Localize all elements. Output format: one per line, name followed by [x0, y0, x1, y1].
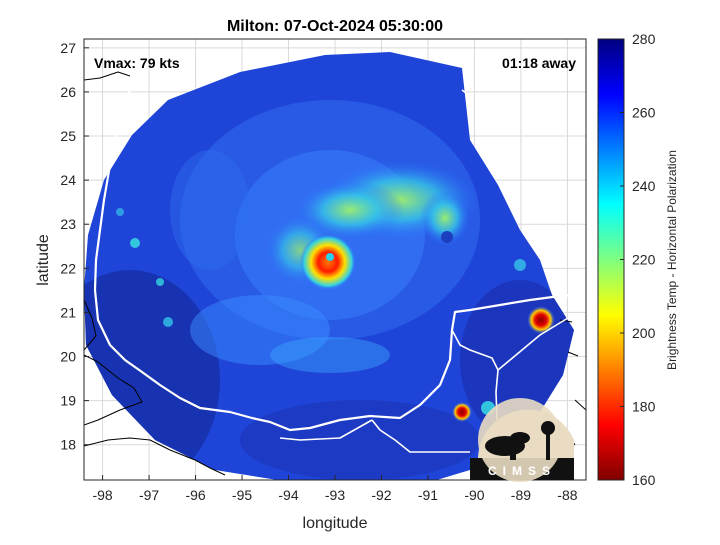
- colorbar-ticks: 160 180 200 220 240 260 280: [620, 31, 656, 488]
- x-tick-label: -96: [185, 487, 205, 503]
- x-axis: -98 -97 -96 -95 -94 -93 -92 -91 -90 -89 -88: [92, 475, 578, 503]
- y-tick-label: 18: [60, 437, 76, 453]
- logo-text: CIMSS: [488, 464, 556, 478]
- colorbar-label: Brightness Temp - Horizontal Polarizatio…: [665, 150, 679, 370]
- colorbar-tick-label: 240: [632, 178, 656, 194]
- colorbar-tick-label: 160: [632, 472, 656, 488]
- colorbar-tick-label: 200: [632, 325, 656, 341]
- x-axis-label: longitude: [303, 515, 368, 532]
- y-tick-label: 26: [60, 84, 76, 100]
- x-tick-label: -92: [371, 487, 391, 503]
- y-tick-label: 27: [60, 40, 76, 56]
- y-axis: 18 19 20 21 22 23 24 25 26 27: [60, 40, 89, 453]
- x-tick-label: -95: [232, 487, 252, 503]
- colorbar-tick-label: 280: [632, 31, 656, 47]
- y-tick-label: 19: [60, 393, 76, 409]
- y-tick-label: 24: [60, 172, 76, 188]
- y-axis-label: latitude: [35, 234, 52, 286]
- x-tick-label: -90: [464, 487, 484, 503]
- coastlines: [84, 71, 586, 476]
- y-tick-label: 25: [60, 128, 76, 144]
- x-tick-label: -97: [139, 487, 159, 503]
- vmax-annotation: Vmax: 79 kts: [94, 55, 180, 71]
- x-tick-label: -93: [325, 487, 345, 503]
- y-tick-label: 22: [60, 260, 76, 276]
- colorbar: [597, 38, 625, 481]
- chart-title: Milton: 07-Oct-2024 05:30:00: [227, 18, 443, 35]
- y-tick-label: 23: [60, 216, 76, 232]
- x-tick-label: -94: [278, 487, 298, 503]
- colorbar-tick-label: 180: [632, 399, 656, 415]
- y-tick-label: 20: [60, 349, 76, 365]
- colorbar-tick-label: 220: [632, 252, 656, 268]
- x-tick-label: -98: [92, 487, 112, 503]
- eyewall-core: [300, 234, 356, 290]
- colorbar-tick-label: 260: [632, 105, 656, 121]
- y-tick-label: 21: [60, 304, 76, 320]
- x-tick-label: -91: [418, 487, 438, 503]
- cimss-logo: CIMSS: [470, 398, 574, 482]
- x-tick-label: -89: [511, 487, 531, 503]
- timing-annotation: 01:18 away: [502, 55, 576, 71]
- x-tick-label: -88: [557, 487, 577, 503]
